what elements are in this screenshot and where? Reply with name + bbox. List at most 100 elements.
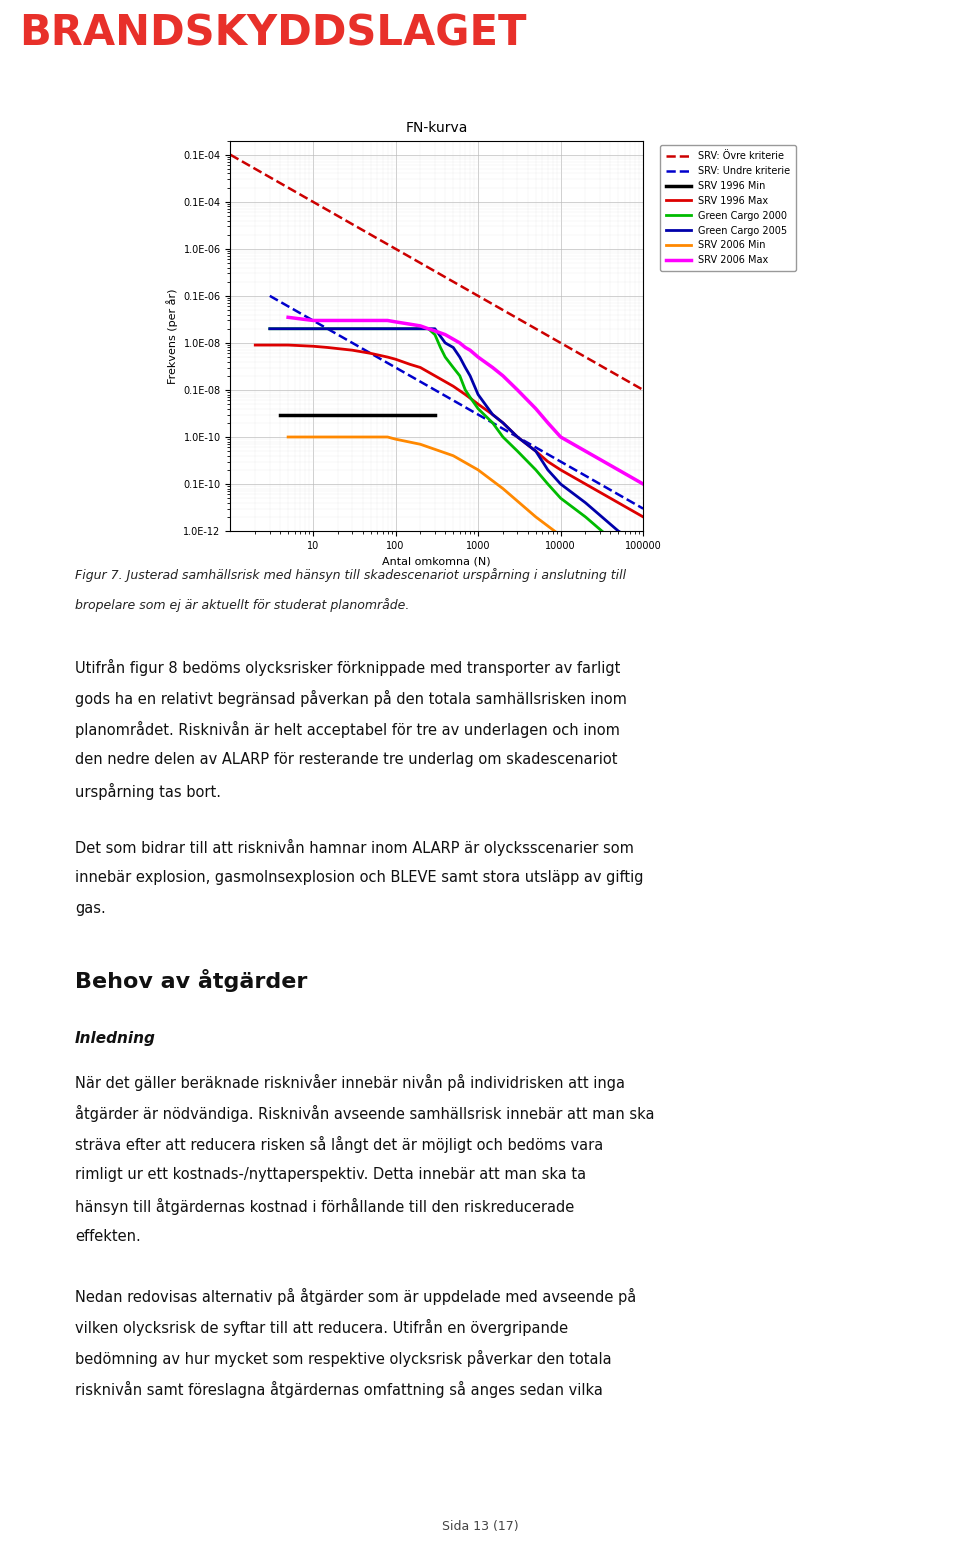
Text: Inledning: Inledning xyxy=(75,1031,156,1047)
SRV 2006 Max xyxy=(404,316,416,334)
Green Cargo 2005 xyxy=(440,334,451,353)
Green Cargo 2000 xyxy=(422,319,434,337)
SRV 2006 Max xyxy=(429,322,441,341)
X-axis label: Antal omkomna (N): Antal omkomna (N) xyxy=(382,556,492,567)
SRV: Övre kriterie: (5e+04, 2e-09): Övre kriterie: (5e+04, 2e-09) xyxy=(612,367,624,386)
Green Cargo 2005 xyxy=(497,414,509,433)
SRV 1996 Max xyxy=(580,475,591,494)
SRV 1996 Max xyxy=(382,348,394,367)
SRV 1996 Max xyxy=(460,386,471,405)
Text: Det som bidrar till att risknivån hamnar inom ALARP är olycksscenarier som: Det som bidrar till att risknivån hamnar… xyxy=(75,839,634,856)
SRV 2006 Min xyxy=(497,480,509,498)
SRV 1996 Min xyxy=(415,405,426,423)
SRV 2006 Min xyxy=(307,428,319,447)
SRV 1996 Max xyxy=(542,453,554,472)
Green Cargo 2005 xyxy=(530,442,541,461)
SRV: Undre kriterie: (1e+03, 3e-10): Undre kriterie: (1e+03, 3e-10) xyxy=(472,405,484,423)
Green Cargo 2005 xyxy=(415,319,426,337)
Line: SRV 1996 Max: SRV 1996 Max xyxy=(255,345,643,517)
SRV: Övre kriterie: (100, 1e-06): Övre kriterie: (100, 1e-06) xyxy=(390,239,401,258)
Text: åtgärder är nödvändiga. Risknivån avseende samhällsrisk innebär att man ska: åtgärder är nödvändiga. Risknivån avseen… xyxy=(75,1106,655,1122)
Line: SRV 2006 Max: SRV 2006 Max xyxy=(288,317,643,484)
SRV 2006 Max xyxy=(460,337,471,356)
SRV 1996 Max xyxy=(307,337,319,356)
Green Cargo 2000 xyxy=(542,475,554,494)
Green Cargo 2000 xyxy=(447,358,459,376)
Green Cargo 2005 xyxy=(580,494,591,512)
SRV 1996 Min xyxy=(347,405,358,423)
Green Cargo 2005 xyxy=(612,522,624,540)
SRV 1996 Max xyxy=(447,376,459,395)
SRV 1996 Max xyxy=(390,350,401,369)
Green Cargo 2005 xyxy=(542,461,554,480)
Green Cargo 2000 xyxy=(580,508,591,526)
Text: gods ha en relativt begränsad påverkan på den totala samhällsrisken inom: gods ha en relativt begränsad påverkan p… xyxy=(75,690,627,708)
SRV 2006 Max xyxy=(580,442,591,461)
SRV 2006 Max xyxy=(454,334,466,353)
SRV 1996 Min xyxy=(390,405,401,423)
Green Cargo 2005 xyxy=(307,319,319,337)
Green Cargo 2000 xyxy=(435,337,446,356)
SRV 2006 Min xyxy=(555,526,566,545)
SRV 2006 Max xyxy=(472,348,484,367)
Text: sträva efter att reducera risken så långt det är möjligt och bedöms vara: sträva efter att reducera risken så lång… xyxy=(75,1136,603,1153)
Green Cargo 2005 xyxy=(382,319,394,337)
SRV: Undre kriterie: (200, 1.5e-09): Undre kriterie: (200, 1.5e-09) xyxy=(415,372,426,390)
SRV: Undre kriterie: (1e+05, 3e-12): Undre kriterie: (1e+05, 3e-12) xyxy=(637,500,649,519)
SRV: Undre kriterie: (20, 1.5e-08): Undre kriterie: (20, 1.5e-08) xyxy=(332,325,344,344)
Green Cargo 2005 xyxy=(264,319,276,337)
SRV 2006 Max xyxy=(530,400,541,419)
Text: Sida 13 (17): Sida 13 (17) xyxy=(442,1520,518,1532)
Green Cargo 2000 xyxy=(347,319,358,337)
Green Cargo 2005 xyxy=(454,348,466,367)
SRV 1996 Max xyxy=(365,344,376,362)
SRV 2006 Min xyxy=(472,461,484,480)
Green Cargo 2000 xyxy=(454,367,466,386)
Line: SRV: Undre kriterie: SRV: Undre kriterie xyxy=(270,295,643,509)
Y-axis label: Frekvens (per år): Frekvens (per år) xyxy=(166,287,178,384)
SRV 2006 Min xyxy=(447,447,459,465)
Text: BRANDSKYDDSLAGET: BRANDSKYDDSLAGET xyxy=(19,12,527,55)
SRV: Undre kriterie: (5e+03, 6e-11): Undre kriterie: (5e+03, 6e-11) xyxy=(530,437,541,456)
SRV: Övre kriterie: (5e+03, 2e-08): Övre kriterie: (5e+03, 2e-08) xyxy=(530,319,541,337)
SRV 2006 Max xyxy=(487,358,498,376)
SRV 2006 Max xyxy=(440,325,451,344)
Text: den nedre delen av ALARP för resterande tre underlag om skadescenariot: den nedre delen av ALARP för resterande … xyxy=(75,753,617,767)
SRV 2006 Max xyxy=(422,319,434,337)
SRV: Undre kriterie: (10, 3e-08): Undre kriterie: (10, 3e-08) xyxy=(307,311,319,330)
SRV 1996 Min xyxy=(322,405,333,423)
SRV 2006 Min xyxy=(580,547,591,565)
Green Cargo 2005 xyxy=(555,475,566,494)
Title: FN-kurva: FN-kurva xyxy=(406,122,468,136)
SRV 1996 Max xyxy=(512,428,523,447)
SRV 2006 Max xyxy=(555,428,566,447)
Green Cargo 2000 xyxy=(390,319,401,337)
SRV 2006 Min xyxy=(382,428,394,447)
Green Cargo 2005 xyxy=(460,358,471,376)
SRV: Övre kriterie: (500, 2e-07): Övre kriterie: (500, 2e-07) xyxy=(447,272,459,291)
Green Cargo 2000 xyxy=(307,319,319,337)
SRV 1996 Min xyxy=(300,405,311,423)
SRV: Övre kriterie: (5, 2e-05): Övre kriterie: (5, 2e-05) xyxy=(282,178,294,197)
SRV 1996 Max xyxy=(440,372,451,390)
SRV: Övre kriterie: (10, 1e-05): Övre kriterie: (10, 1e-05) xyxy=(307,192,319,211)
Green Cargo 2005 xyxy=(447,337,459,356)
SRV 2006 Max xyxy=(465,341,476,359)
SRV 1996 Max xyxy=(250,336,261,355)
SRV: Övre kriterie: (2, 5e-05): Övre kriterie: (2, 5e-05) xyxy=(250,159,261,178)
SRV 1996 Min xyxy=(372,405,383,423)
Text: risknivån samt föreslagna åtgärdernas omfattning så anges sedan vilka: risknivån samt föreslagna åtgärdernas om… xyxy=(75,1381,603,1398)
SRV 1996 Min xyxy=(429,405,441,423)
SRV 2006 Max xyxy=(347,311,358,330)
SRV: Övre kriterie: (1e+03, 1e-07): Övre kriterie: (1e+03, 1e-07) xyxy=(472,286,484,305)
Text: Figur 7. Justerad samhällsrisk med hänsyn till skadescenariot urspårning i anslu: Figur 7. Justerad samhällsrisk med hänsy… xyxy=(75,569,626,583)
SRV 1996 Max xyxy=(404,355,416,373)
Green Cargo 2005 xyxy=(487,405,498,423)
Line: SRV 2006 Min: SRV 2006 Min xyxy=(288,437,618,578)
Green Cargo 2000 xyxy=(612,536,624,555)
Line: SRV: Övre kriterie: SRV: Övre kriterie xyxy=(230,155,643,390)
Text: Nedan redovisas alternativ på åtgärder som är uppdelade med avseende på: Nedan redovisas alternativ på åtgärder s… xyxy=(75,1287,636,1304)
Text: hänsyn till åtgärdernas kostnad i förhållande till den riskreducerade: hänsyn till åtgärdernas kostnad i förhål… xyxy=(75,1198,574,1215)
Green Cargo 2000 xyxy=(415,319,426,337)
SRV: Övre kriterie: (20, 5e-06): Övre kriterie: (20, 5e-06) xyxy=(332,206,344,225)
